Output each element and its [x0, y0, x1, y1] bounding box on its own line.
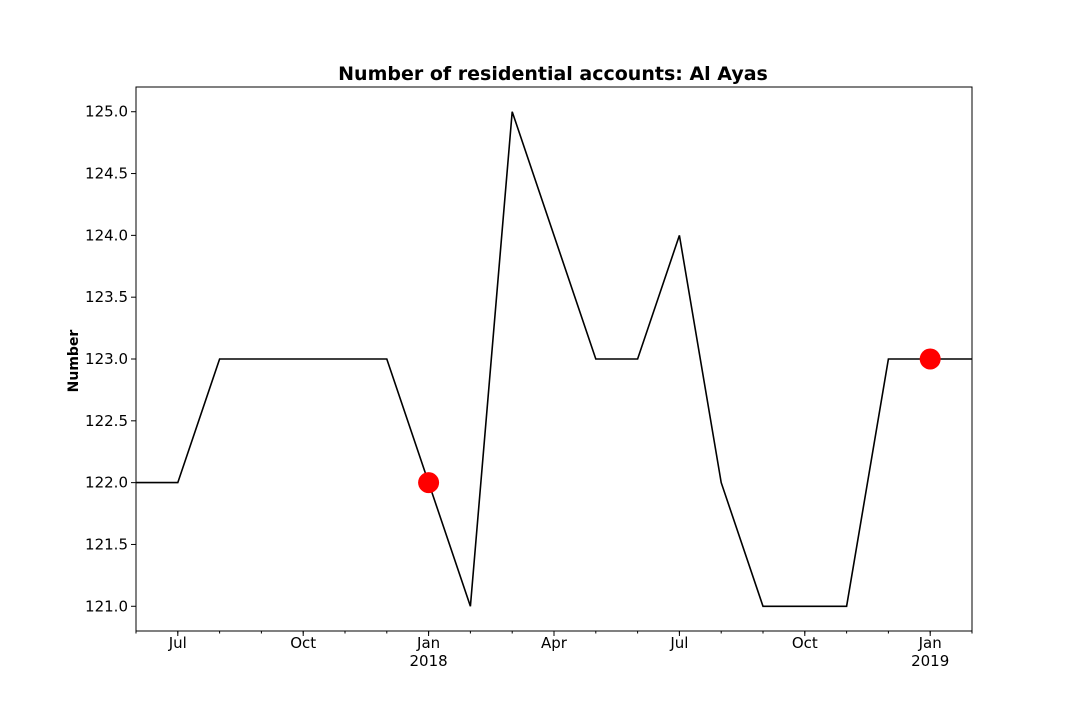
- x-tick-label: Apr: [541, 634, 568, 652]
- x-tick-label: Jul: [168, 634, 187, 652]
- x-tick-label: Jul: [669, 634, 688, 652]
- highlight-point: [418, 472, 440, 494]
- x-tick-label: Jan: [416, 634, 440, 652]
- x-tick-label: Jan: [918, 634, 942, 652]
- y-tick-label: 122.5: [85, 412, 128, 430]
- y-tick-label: 121.0: [85, 597, 128, 615]
- x-tick-year-label: 2018: [410, 652, 448, 670]
- y-tick-label: 123.0: [85, 350, 128, 368]
- highlight-point: [919, 348, 941, 370]
- y-tick-label: 124.5: [85, 165, 128, 183]
- y-tick-label: 121.5: [85, 535, 128, 553]
- y-tick-label: 123.5: [85, 288, 128, 306]
- x-tick-year-label: 2019: [911, 652, 949, 670]
- series-line: [136, 111, 972, 608]
- y-tick-label: 122.0: [85, 474, 128, 492]
- x-tick-label: Oct: [792, 634, 818, 652]
- y-tick-label: 124.0: [85, 226, 128, 244]
- y-axis-label: Number: [66, 330, 82, 393]
- x-tick-label: Oct: [290, 634, 316, 652]
- y-tick-label: 125.0: [85, 103, 128, 121]
- chart-title: Number of residential accounts: Al Ayas: [338, 63, 768, 85]
